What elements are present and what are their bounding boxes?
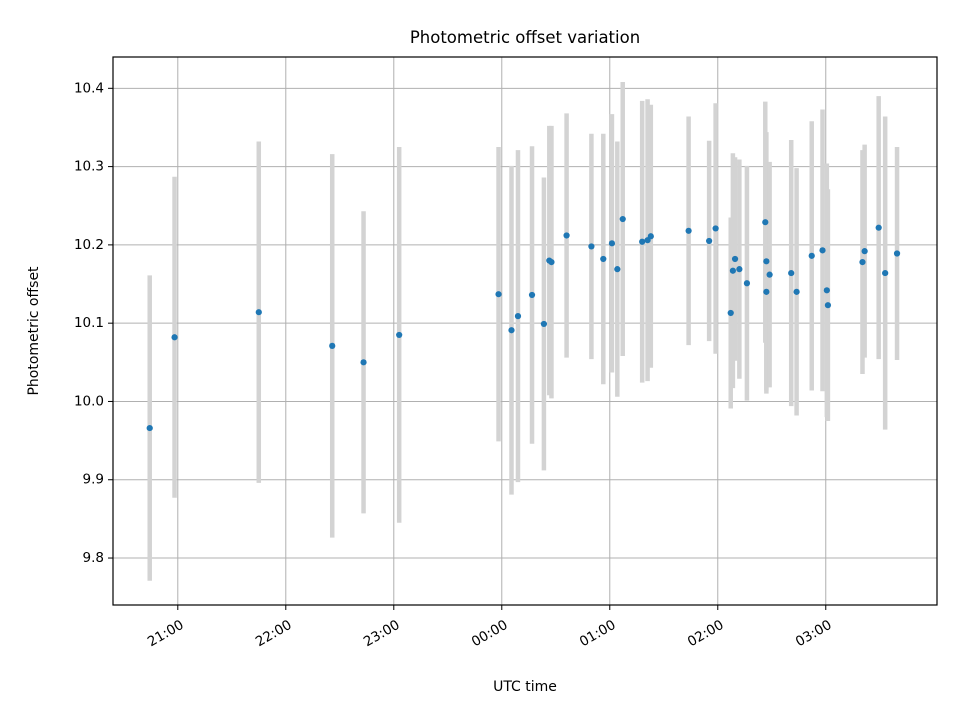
data-point — [360, 359, 367, 366]
data-point — [731, 255, 739, 263]
y-tick-label: 10.0 — [74, 393, 104, 409]
plot-frame — [112, 56, 938, 606]
data-point — [712, 225, 719, 232]
data-point — [823, 287, 830, 294]
y-tick-label: 10.2 — [74, 237, 104, 253]
data-points — [146, 215, 901, 432]
chart-title: Photometric offset variation — [410, 28, 640, 47]
data-point — [588, 243, 595, 250]
data-point — [685, 227, 692, 234]
data-point — [875, 224, 882, 231]
data-point — [600, 255, 607, 263]
x-axis-label: UTC time — [493, 679, 557, 695]
data-point — [255, 309, 262, 316]
data-point — [762, 219, 769, 226]
y-tick-label: 10.3 — [74, 159, 104, 175]
y-tick-label: 10.1 — [74, 315, 104, 331]
data-point — [766, 271, 773, 278]
data-point — [729, 267, 736, 274]
data-point — [727, 309, 734, 317]
data-point — [859, 259, 866, 266]
data-point — [619, 215, 626, 223]
data-point — [396, 331, 403, 339]
data-point — [548, 259, 555, 266]
data-point — [893, 250, 901, 257]
data-point — [171, 334, 178, 341]
y-tick-label: 9.9 — [83, 472, 104, 488]
data-point — [528, 291, 536, 299]
data-point — [793, 288, 800, 295]
data-point — [706, 237, 713, 245]
data-point — [540, 320, 547, 328]
data-point — [861, 248, 868, 255]
data-point — [808, 252, 815, 259]
y-tick-label: 10.4 — [74, 80, 104, 96]
data-point — [824, 302, 832, 309]
y-axis-ticks: 9.8 9.9 10.0 10.1 10.2 10.3 10.4 — [74, 80, 113, 566]
data-point — [736, 266, 743, 273]
data-point — [743, 280, 751, 287]
data-point — [514, 313, 522, 320]
data-point — [647, 233, 654, 240]
data-point — [563, 232, 570, 239]
data-point — [508, 327, 515, 334]
data-point — [614, 266, 621, 273]
data-point — [763, 258, 770, 265]
data-point — [329, 342, 336, 349]
y-axis-label: Photometric offset — [26, 266, 42, 396]
data-point — [788, 269, 795, 277]
data-point — [608, 240, 616, 247]
data-point — [495, 291, 502, 298]
y-tick-label: 9.8 — [83, 550, 104, 566]
data-point — [639, 238, 646, 245]
data-point — [882, 269, 889, 277]
data-point — [763, 288, 770, 295]
data-point — [819, 247, 826, 254]
data-point — [146, 424, 153, 432]
